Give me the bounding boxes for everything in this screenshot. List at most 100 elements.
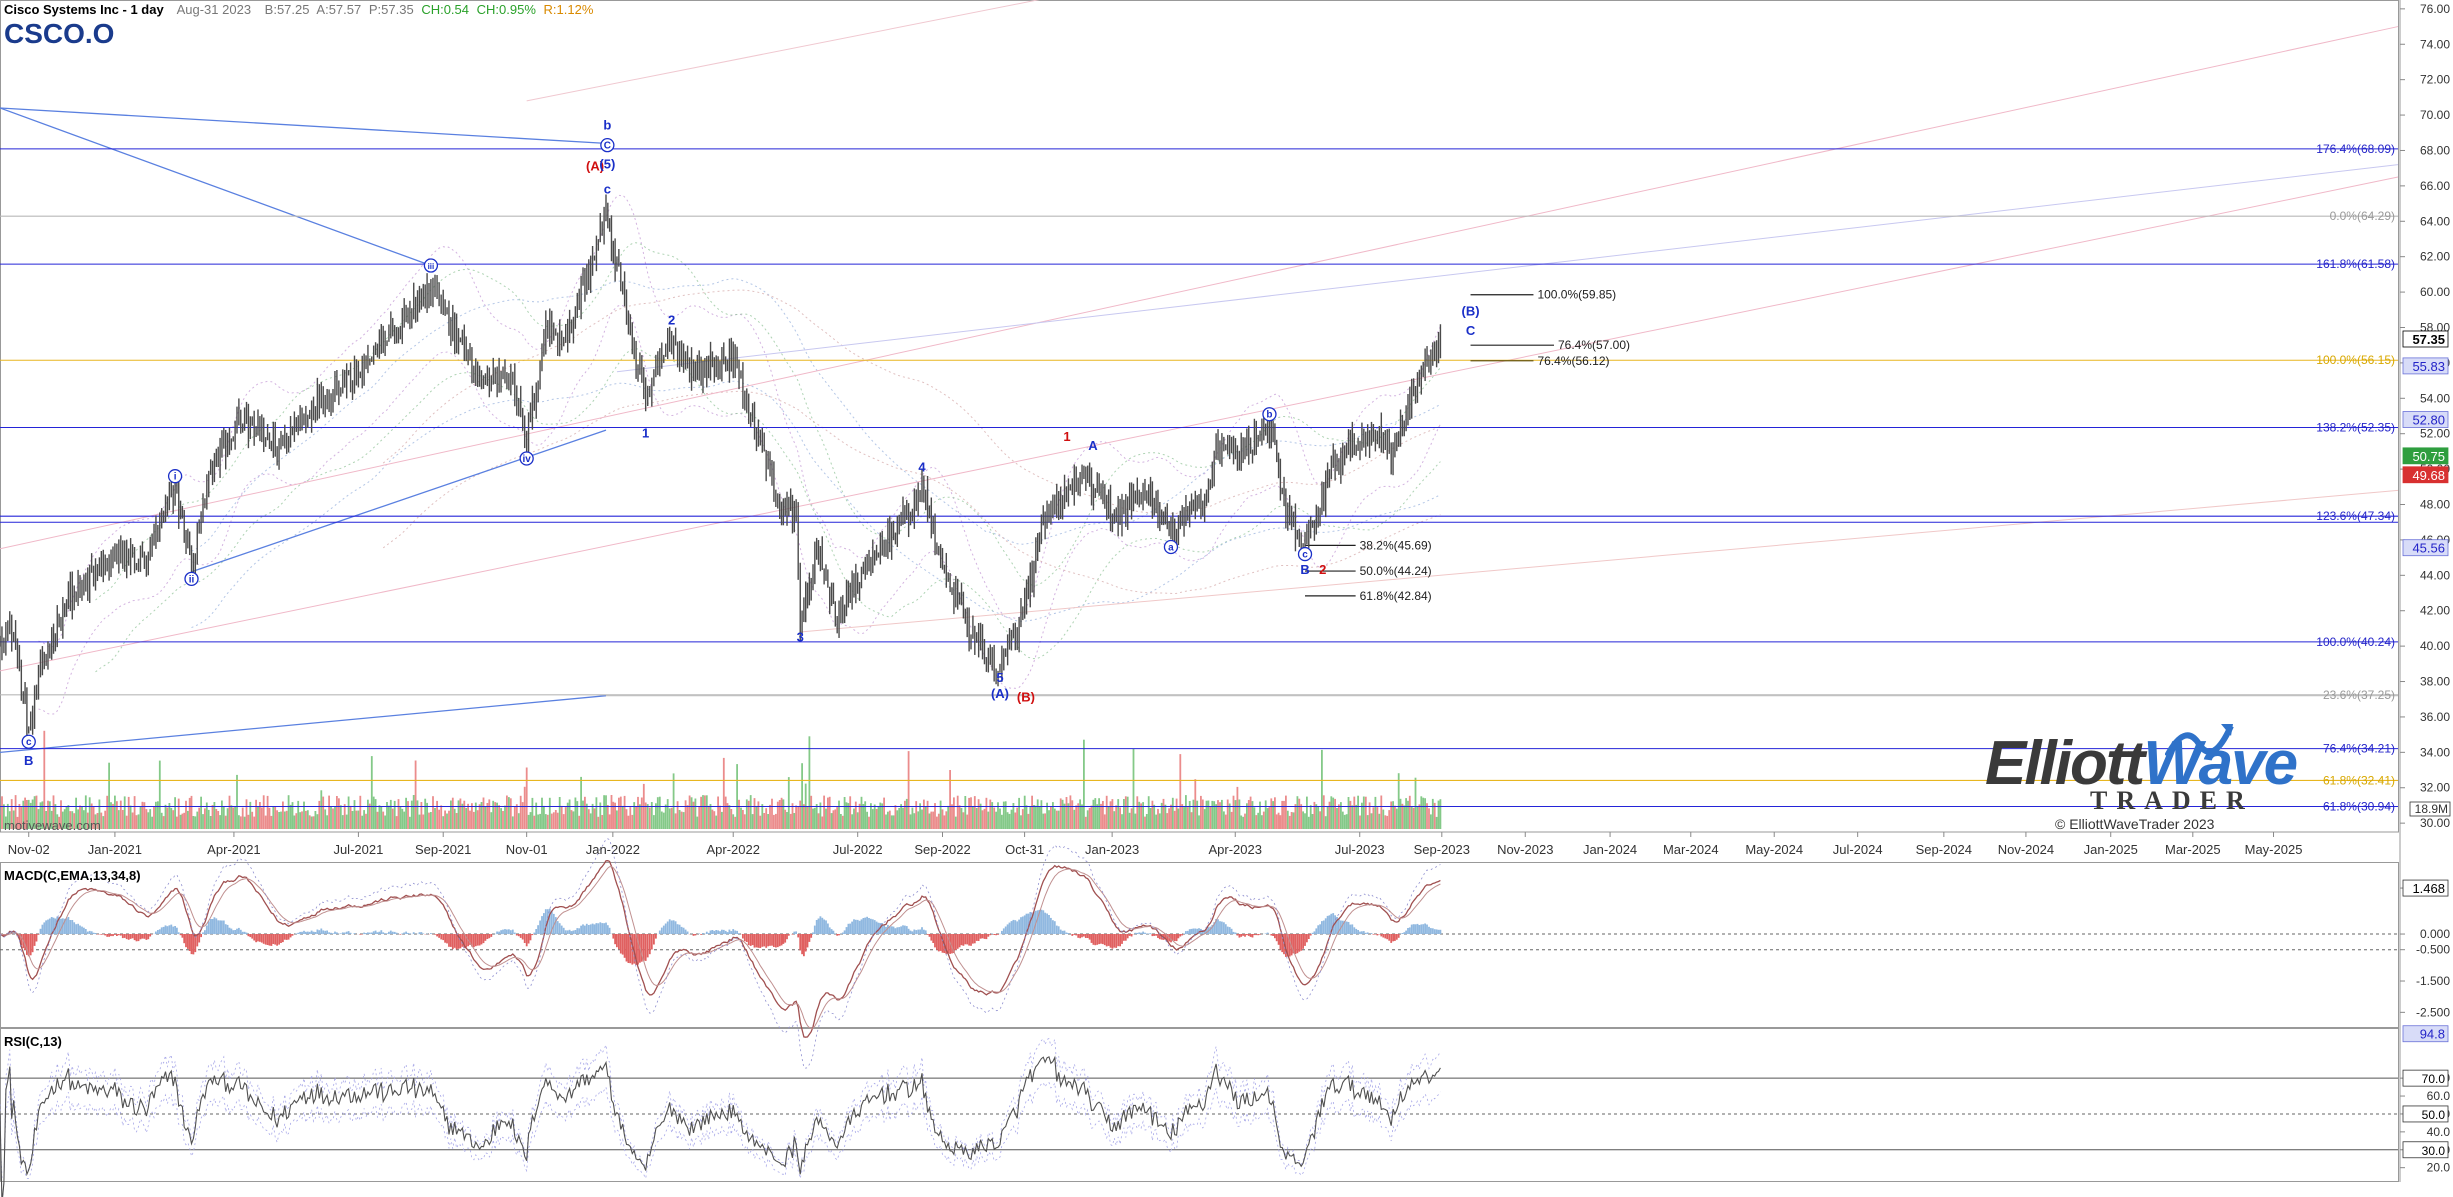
macd-histogram-bar [157, 930, 159, 934]
volume-bar [155, 801, 157, 829]
macd-histogram-bar [644, 934, 647, 961]
volume-bar [724, 796, 727, 829]
macd-histogram-bar [1321, 921, 1323, 935]
volume-bar [141, 801, 144, 829]
ma-envelope-200-1 [382, 390, 1441, 595]
macd-histogram-bar [1124, 934, 1127, 941]
volume-bar [330, 806, 332, 829]
macd-histogram-bar [1232, 931, 1235, 935]
volume-bar [784, 809, 787, 829]
volume-bar [983, 808, 986, 829]
volume-bar [506, 795, 508, 829]
macd-histogram-bar [306, 931, 309, 934]
macd-histogram-bar [127, 934, 130, 940]
volume-bar [102, 816, 105, 829]
volume-bar [1198, 815, 1200, 829]
macd-histogram-bar [1266, 932, 1269, 934]
macd-histogram-bar [631, 934, 634, 965]
volume-bar [543, 805, 545, 829]
macd-histogram-bar [614, 934, 616, 945]
macd-histogram-bar [1238, 934, 1241, 938]
volume-bar [767, 814, 769, 829]
volume-bar [56, 814, 59, 829]
macd-histogram-bar [1274, 934, 1276, 939]
ma-envelope-100-1 [191, 380, 1441, 629]
volume-bar [593, 808, 596, 829]
macd-histogram-bar [1203, 930, 1206, 934]
volume-bar [921, 809, 923, 829]
macd-histogram-bar [1192, 928, 1195, 935]
volume-bar [151, 816, 153, 829]
rsi-tick-label: 40.0 [2427, 1125, 2451, 1139]
volume-bar [825, 808, 827, 829]
fib-label: 138.2%(52.35) [2316, 421, 2395, 435]
rsi-tick-label: 20.0 [2427, 1161, 2451, 1175]
volume-bar [761, 804, 764, 829]
macd-histogram-bar [1173, 934, 1176, 941]
volume-bar [803, 804, 805, 829]
volume-bar [709, 804, 712, 829]
volume-bar [924, 807, 927, 829]
ma-envelope-100-0 [191, 278, 1441, 552]
macd-histogram-bar [463, 934, 466, 949]
macd-histogram-bar [582, 924, 584, 935]
volume-bar [79, 805, 81, 829]
volume-bar [747, 800, 750, 829]
wave-circle [1163, 539, 1179, 555]
macd-histogram-bar [268, 934, 271, 946]
macd-histogram-bar [476, 934, 479, 946]
volume-bar [1232, 795, 1235, 829]
logo-text-elliott: Elliott [1985, 729, 2145, 798]
volume-bar [424, 798, 427, 829]
volume-bar [707, 805, 710, 829]
macd-histogram-bar [232, 930, 235, 935]
macd-histogram-bar [1313, 931, 1316, 934]
macd-histogram-bar [177, 932, 180, 935]
macd-histogram-bar [450, 934, 452, 947]
macd-histogram-bar [868, 918, 870, 934]
volume-bar [1155, 814, 1157, 829]
volume-bar [953, 797, 955, 829]
volume-bar [1397, 773, 1400, 829]
volume-bar [743, 814, 746, 829]
macd-histogram-bar [1092, 934, 1095, 945]
volume-bar [1362, 796, 1365, 829]
macd-histogram-bar [905, 926, 908, 934]
volume-bar [469, 810, 471, 829]
macd-histogram-bar [1357, 930, 1359, 935]
wave-label: (A) [586, 158, 604, 173]
macd-histogram-bar [278, 934, 280, 945]
macd-histogram-bar [63, 918, 66, 934]
macd-histogram-bar [266, 934, 269, 945]
volume-bar [660, 811, 663, 829]
volume-bar [676, 801, 679, 829]
volume-bar [930, 811, 933, 829]
volume-bar [205, 802, 208, 829]
volume-bar [200, 796, 202, 829]
volume-bar [283, 811, 286, 829]
macd-histogram-bar [1386, 934, 1389, 940]
macd-histogram-bar [1403, 932, 1406, 934]
volume-bar [1412, 807, 1415, 829]
volume-bar [43, 730, 46, 829]
date-tick-label: Jul-2023 [1335, 842, 1385, 857]
macd-histogram-bar [1412, 924, 1415, 934]
price-tick-label: 62.00 [2420, 250, 2450, 264]
macd-histogram-bar [527, 934, 530, 944]
macd-histogram-bar [817, 918, 820, 934]
macd-histogram-bar [653, 934, 655, 945]
macd-histogram-bar [1372, 934, 1375, 935]
macd-histogram-bar [1073, 934, 1076, 935]
macd-histogram-bar [484, 934, 487, 941]
volume-bar [568, 799, 571, 829]
volume-bar [287, 795, 290, 829]
volume-bar [1175, 798, 1178, 829]
macd-signal-line [0, 866, 1441, 1030]
volume-bar [795, 805, 797, 829]
macd-histogram-bar [1309, 934, 1312, 936]
volume-bar [958, 805, 961, 829]
header-ask: A:57.57 [316, 2, 362, 17]
volume-bar [1395, 808, 1398, 829]
macd-histogram-bar [1075, 934, 1078, 936]
volume-bar [1238, 799, 1241, 829]
